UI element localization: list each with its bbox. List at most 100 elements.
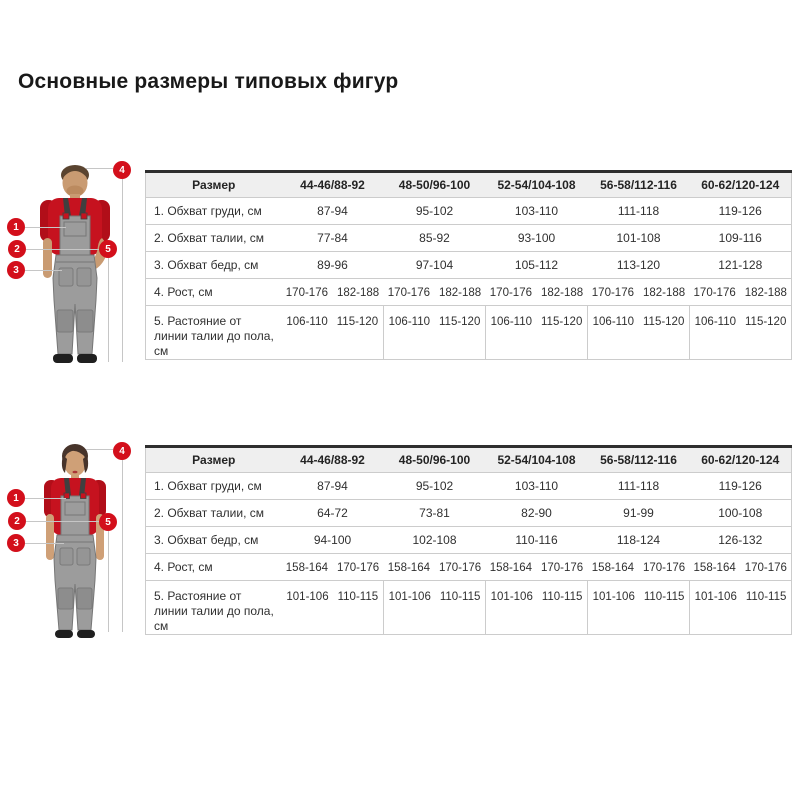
page-title: Основные размеры типовых фигур	[18, 70, 399, 93]
size-value: 82-90	[521, 506, 552, 520]
size-value: 170-176	[337, 562, 380, 574]
size-value: 103-110	[514, 204, 559, 218]
size-value: 77-84	[317, 231, 348, 245]
size-value: 170-176	[693, 287, 736, 299]
size-value: 109-116	[718, 231, 762, 245]
size-value-cell: 106-110 115-120	[281, 305, 384, 360]
size-value-cell: 105-112	[485, 251, 588, 279]
male-figure-illustration	[5, 158, 140, 373]
size-value-cell: 111-118	[587, 472, 690, 500]
size-value-cell: 119-126	[689, 472, 792, 500]
size-value-cell: 158-164 170-176	[587, 553, 690, 581]
female-figure-illustration	[5, 438, 140, 643]
size-value-cell: 97-104	[383, 251, 486, 279]
measure-line-waist-to-floor	[108, 258, 109, 362]
size-value: 119-126	[718, 204, 762, 218]
size-value: 113-120	[616, 258, 661, 272]
measure-line-hip	[25, 270, 62, 271]
size-value: 95-102	[415, 479, 454, 493]
size-value: 101-108	[616, 231, 661, 245]
size-value: 111-118	[617, 204, 660, 218]
size-value-cell: 100-108	[689, 499, 792, 527]
size-value: 97-104	[415, 258, 454, 272]
size-value: 158-164	[387, 562, 430, 574]
size-value-cell: 126-132	[689, 526, 792, 554]
size-value-cell: 64-72	[281, 499, 384, 527]
size-value-cell: 82-90	[485, 499, 588, 527]
size-value: 115-120	[336, 316, 379, 328]
size-column-header: 56-58/112-116	[587, 170, 690, 198]
size-value: 95-102	[415, 204, 454, 218]
size-value-cell: 158-164 170-176	[485, 553, 588, 581]
size-value-cell: 102-108	[383, 526, 486, 554]
size-value: 93-100	[517, 231, 556, 245]
size-value: 110-115	[337, 591, 379, 603]
measure-line-chest	[25, 498, 66, 499]
size-value: 182-188	[439, 287, 482, 299]
size-column-header: 48-50/96-100	[383, 445, 486, 473]
size-value-cell: 170-176 182-188	[689, 278, 792, 306]
size-value: 182-188	[643, 287, 686, 299]
size-value: 121-128	[718, 258, 763, 272]
size-value-cell: 119-126	[689, 197, 792, 225]
measurement-label: 3. Обхват бедр, см	[145, 526, 282, 554]
size-column-header: 44-46/88-92	[281, 170, 384, 198]
size-value: 170-176	[744, 562, 787, 574]
size-column-header: 52-54/104-108	[485, 445, 588, 473]
measurement-label: 2. Обхват талии, см	[145, 499, 282, 527]
size-value: 101-106	[694, 591, 737, 603]
size-value: 182-188	[337, 287, 380, 299]
marker-waist-to-floor: 5	[99, 240, 117, 258]
women-size-table: Размер 44-46/88-92 48-50/96-100 52-54/104-1…	[145, 445, 792, 635]
size-value: 170-176	[285, 287, 328, 299]
size-value: 126-132	[718, 533, 763, 547]
size-value: 115-120	[541, 316, 583, 328]
measurement-label: 5. Растояние от линии талии до пола, см	[145, 580, 282, 635]
size-value: 73-81	[419, 506, 450, 520]
size-value: 115-120	[439, 316, 481, 328]
measure-line-chest	[25, 227, 66, 228]
size-value: 111-118	[617, 479, 660, 493]
size-value: 101-106	[490, 591, 533, 603]
size-value: 100-108	[718, 506, 763, 520]
size-value-cell: 85-92	[383, 224, 486, 252]
size-value-cell: 170-176 182-188	[587, 278, 690, 306]
size-value-cell: 158-164 170-176	[281, 553, 384, 581]
size-value-cell: 101-106 110-115	[689, 580, 792, 635]
size-value: 103-110	[514, 479, 559, 493]
size-value: 101-106	[592, 591, 635, 603]
male-worker-drawing	[40, 165, 110, 363]
measure-line-height	[122, 179, 123, 362]
female-worker-drawing	[44, 444, 106, 638]
marker-chest: 1	[7, 489, 25, 507]
measurement-label: 4. Рост, см	[145, 278, 282, 306]
size-value: 158-164	[489, 562, 532, 574]
size-value: 170-176	[489, 287, 532, 299]
size-column-header: 60-62/120-124	[689, 170, 792, 198]
measurement-label: 4. Рост, см	[145, 553, 282, 581]
measurement-label: 5. Растояние от линии талии до пола, см	[145, 305, 282, 360]
size-column-header: 52-54/104-108	[485, 170, 588, 198]
size-value: 170-176	[541, 562, 584, 574]
size-value-cell: 93-100	[485, 224, 588, 252]
measurement-label: 2. Обхват талии, см	[145, 224, 282, 252]
size-value-cell: 101-106 110-115	[587, 580, 690, 635]
marker-waist: 2	[8, 240, 26, 258]
size-column-header: 56-58/112-116	[587, 445, 690, 473]
size-value: 102-108	[412, 533, 457, 547]
size-value-cell: 91-99	[587, 499, 690, 527]
size-value-cell: 109-116	[689, 224, 792, 252]
size-value-cell: 103-110	[485, 197, 588, 225]
size-value-cell: 103-110	[485, 472, 588, 500]
size-value-cell: 158-164 170-176	[383, 553, 486, 581]
marker-hip: 3	[7, 534, 25, 552]
size-value-cell: 170-176 182-188	[281, 278, 384, 306]
measure-line-height	[122, 460, 123, 632]
size-value: 110-115	[439, 591, 481, 603]
size-value: 87-94	[317, 479, 348, 493]
size-value: 110-115	[745, 591, 787, 603]
size-value: 158-164	[285, 562, 328, 574]
size-value: 94-100	[313, 533, 352, 547]
size-value: 110-115	[643, 591, 685, 603]
size-value: 110-115	[541, 591, 583, 603]
